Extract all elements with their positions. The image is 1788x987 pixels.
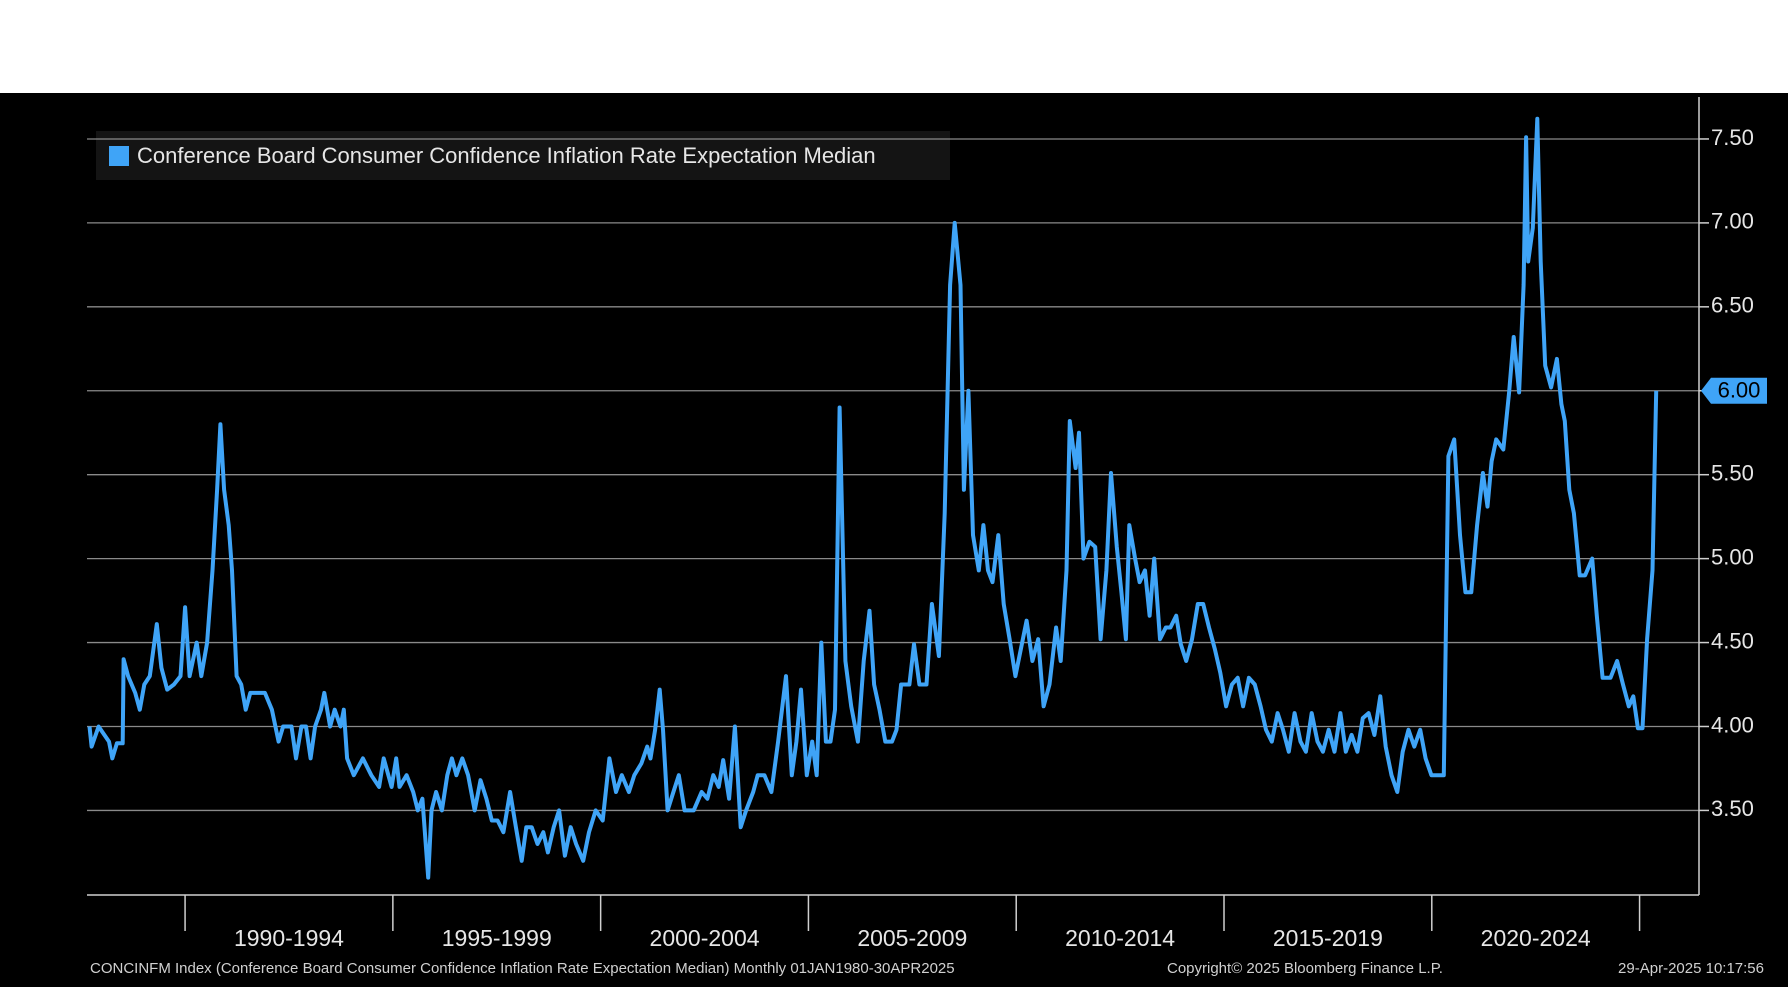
legend-label: Conference Board Consumer Confidence Inf…: [137, 143, 876, 168]
x-tick-label: 2005-2009: [857, 925, 967, 951]
x-tick-label: 2000-2004: [650, 925, 760, 951]
legend-swatch: [109, 146, 129, 166]
y-tick-label: 7.00: [1711, 209, 1754, 234]
data-line: [87, 116, 1659, 880]
timestamp: 29-Apr-2025 10:17:56: [1618, 960, 1764, 977]
y-tick-label: 4.50: [1711, 628, 1754, 653]
y-tick-label: 5.50: [1711, 461, 1754, 486]
x-tick-label: 1995-1999: [442, 925, 552, 951]
y-tick-label: 6.50: [1711, 293, 1754, 318]
source-note: CONCINFM Index (Conference Board Consume…: [90, 960, 955, 977]
y-tick-label: 5.00: [1711, 544, 1754, 569]
top-band: [0, 0, 1788, 93]
copyright: Copyright© 2025 Bloomberg Finance L.P.: [1167, 960, 1443, 977]
y-tick-label: 7.50: [1711, 125, 1754, 150]
last-value-label: 6.00: [1718, 378, 1761, 403]
x-tick-label: 2020-2024: [1481, 925, 1591, 951]
x-tick-label: 1990-1994: [234, 925, 344, 951]
x-tick-label: 2010-2014: [1065, 925, 1175, 951]
y-tick-label: 3.50: [1711, 796, 1754, 821]
last-value-box: [1701, 377, 1767, 404]
x-tick-label: 2015-2019: [1273, 925, 1383, 951]
y-tick-label: 4.00: [1711, 712, 1754, 737]
chart-background: [0, 93, 1788, 987]
